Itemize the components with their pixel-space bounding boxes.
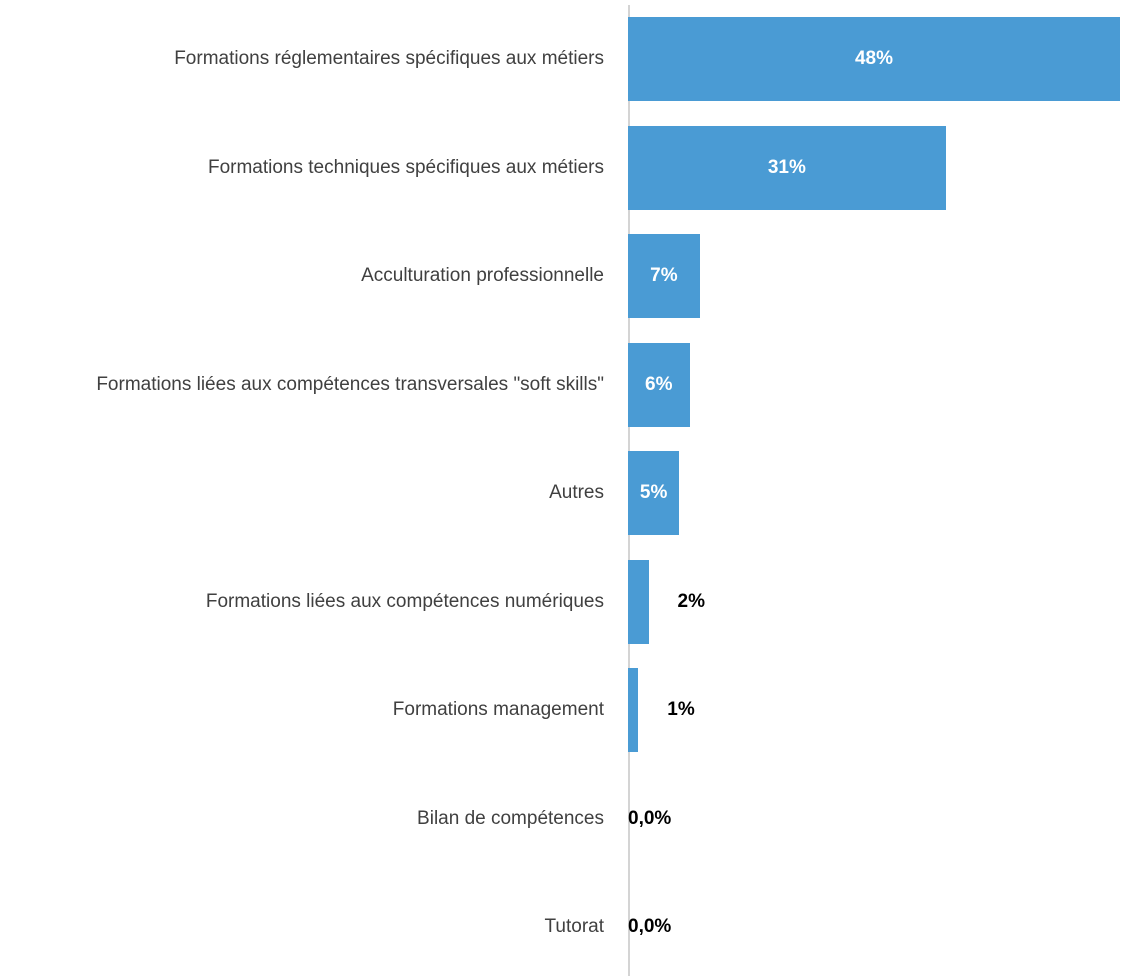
category-text: Acculturation professionnelle <box>361 265 604 287</box>
category-label: Formations liées aux compétences numériq… <box>8 562 604 642</box>
data-label: 7% <box>650 265 678 287</box>
data-label: 0,0% <box>628 807 672 829</box>
data-label: 31% <box>767 156 806 178</box>
category-label: Tutorat <box>8 887 605 967</box>
bar <box>628 451 680 536</box>
data-label: 1% <box>667 699 695 721</box>
bar <box>628 668 639 753</box>
category-label: Autres <box>8 453 604 533</box>
category-text: Formations liées aux compétences transve… <box>96 373 604 395</box>
category-text: Formations techniques spécifiques aux mé… <box>207 156 604 178</box>
category-label: Formations techniques spécifiques aux mé… <box>8 128 604 208</box>
bar <box>628 125 946 210</box>
category-text: Tutorat <box>544 916 605 938</box>
category-text: Autres <box>549 482 604 504</box>
category-text: Formations management <box>392 699 604 721</box>
category-label: Bilan de compétences <box>8 779 604 859</box>
bar <box>628 342 690 427</box>
category-label: Formations réglementaires spécifiques au… <box>8 19 604 99</box>
category-label: Acculturation professionnelle <box>8 236 604 316</box>
bar <box>628 17 1120 102</box>
data-label: 0,0% <box>628 916 672 938</box>
category-text: Formations réglementaires spécifiques au… <box>174 48 604 70</box>
data-label: 48% <box>854 48 894 70</box>
bar <box>628 559 649 644</box>
data-label: 2% <box>677 590 705 612</box>
category-label: Formations management <box>8 670 604 750</box>
category-text: Bilan de compétences <box>417 807 604 829</box>
data-label: 5% <box>639 482 668 504</box>
category-text: Formations liées aux compétences numériq… <box>205 590 604 612</box>
data-label: 6% <box>645 373 673 395</box>
bar <box>628 234 700 319</box>
category-label: Formations liées aux compétences transve… <box>8 345 604 425</box>
